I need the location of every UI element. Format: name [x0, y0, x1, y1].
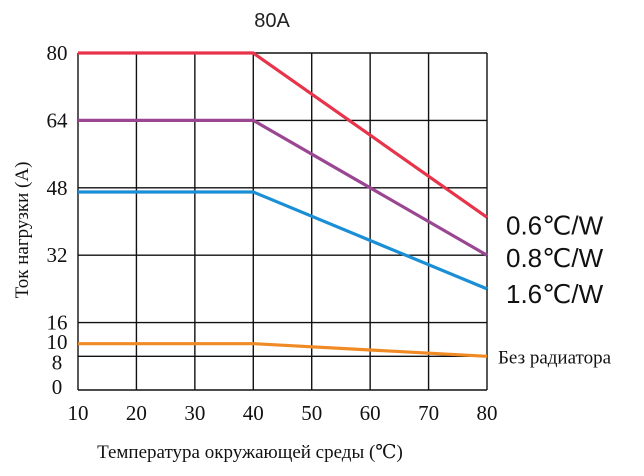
- y-tick-label: 0: [52, 375, 63, 399]
- y-axis-label: Ток нагрузки (A): [12, 162, 33, 299]
- y-tick-label: 48: [47, 176, 68, 200]
- series-label-2: 0.8℃/W: [506, 243, 604, 273]
- series-line-1: [78, 51, 488, 219]
- x-tick-label: 30: [184, 401, 205, 425]
- x-tick-label: 10: [68, 401, 89, 425]
- x-axis-label: Температура окружающей среды (℃): [97, 442, 403, 463]
- chart-title: 80A: [254, 10, 290, 32]
- series-labels: 0.6℃/W0.8℃/W 1.6℃/W Без радиатора: [498, 210, 612, 368]
- series-lines: [78, 51, 488, 358]
- grid: [77, 52, 488, 391]
- series-label-3: 1.6℃/W: [506, 279, 604, 309]
- y-tick-label: 80: [47, 41, 68, 65]
- x-tick-label: 80: [477, 401, 498, 425]
- series-line-3: [78, 190, 488, 291]
- y-tick-label: 8: [52, 350, 63, 374]
- series-line-4: [78, 342, 488, 358]
- series-label-1: 0.6℃/W: [506, 210, 604, 240]
- x-tick-label: 20: [126, 401, 147, 425]
- y-tick-label: 16: [47, 311, 68, 335]
- x-tick-label: 70: [418, 401, 439, 425]
- y-tick-label: 10: [47, 330, 68, 354]
- x-tick-label: 40: [243, 401, 264, 425]
- y-tick-label: 64: [47, 108, 69, 132]
- series-line-2: [78, 118, 488, 257]
- series-label-4: Без радиатора: [498, 347, 612, 368]
- y-tick-label: 32: [47, 243, 68, 267]
- x-tick-label: 60: [360, 401, 381, 425]
- x-tick-label: 50: [301, 401, 322, 425]
